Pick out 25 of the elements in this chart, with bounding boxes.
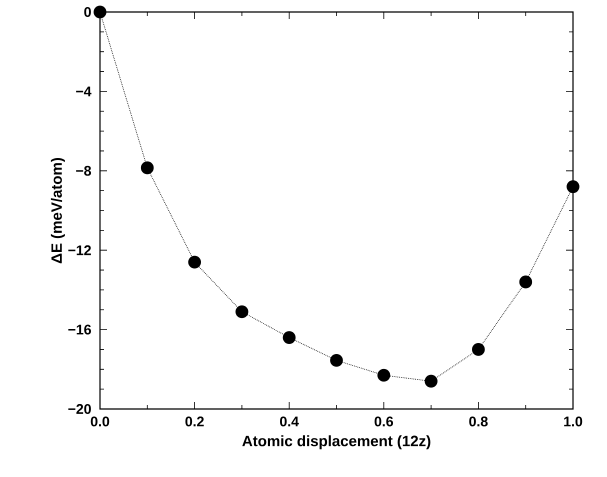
y-tick-label: −4 [76, 86, 92, 96]
point [472, 343, 485, 356]
y-axis-title: ΔE (meV/atom) [50, 158, 65, 264]
point [519, 276, 532, 288]
point [140, 161, 154, 174]
y-tick-label: −12 [68, 245, 91, 256]
x-tick-label: 0.2 [185, 416, 204, 426]
point [236, 305, 248, 318]
y-tick-label: 0 [84, 7, 91, 17]
point [424, 374, 438, 388]
x-tick-label: 1.0 [564, 416, 582, 426]
point [282, 331, 296, 344]
point [330, 354, 343, 367]
y-tick-label: −16 [68, 324, 91, 335]
x-tick-label: 0.8 [469, 416, 488, 426]
y-tick-label: −20 [68, 404, 91, 414]
x-tick-label: 0.0 [90, 416, 110, 426]
point [94, 6, 106, 18]
point [188, 256, 201, 269]
x-tick-label: 0.4 [280, 416, 299, 426]
point [566, 180, 580, 194]
y-tick-label: −8 [76, 166, 92, 176]
x-tick-label: 0.6 [374, 416, 394, 426]
point [377, 368, 390, 382]
x-axis-title: Atomic displacement (12z) [242, 435, 430, 450]
